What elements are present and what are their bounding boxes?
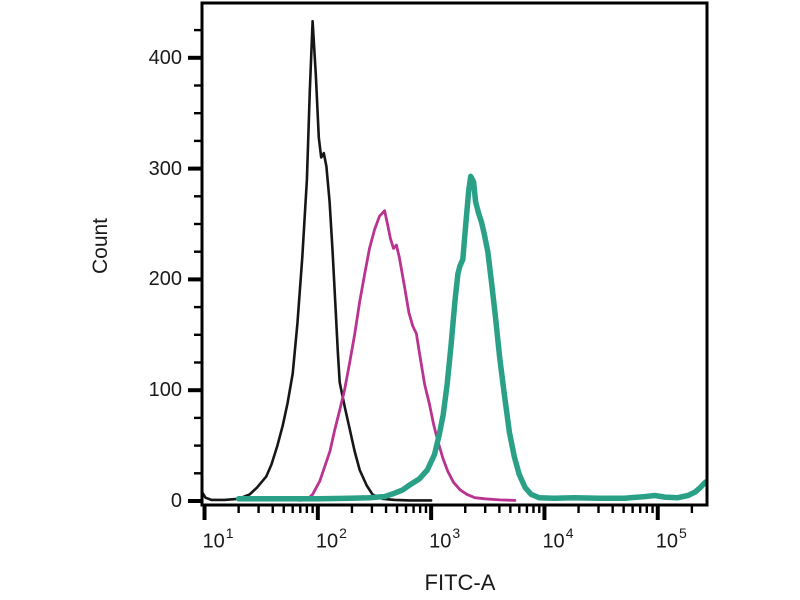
y-tick-label: 100 <box>148 379 182 402</box>
y-axis-label: Count <box>89 217 112 275</box>
y-tick-label: 400 <box>148 46 182 69</box>
y-tick-label: 200 <box>148 268 182 291</box>
x-tick-label: 102 <box>315 525 347 553</box>
x-tick-label: 103 <box>429 525 461 553</box>
x-tick-label: 105 <box>655 525 687 553</box>
y-tick-label: 300 <box>148 157 182 180</box>
plot-border <box>200 1 709 507</box>
series-teal-curve <box>235 173 707 502</box>
series-black-curve <box>202 19 433 502</box>
x-tick-label: 104 <box>542 525 574 553</box>
x-axis-label: FITC-A <box>424 570 496 595</box>
x-tick-label: 101 <box>202 525 234 553</box>
series-magenta-curve <box>298 209 517 502</box>
y-tick-label: 0 <box>170 490 182 512</box>
